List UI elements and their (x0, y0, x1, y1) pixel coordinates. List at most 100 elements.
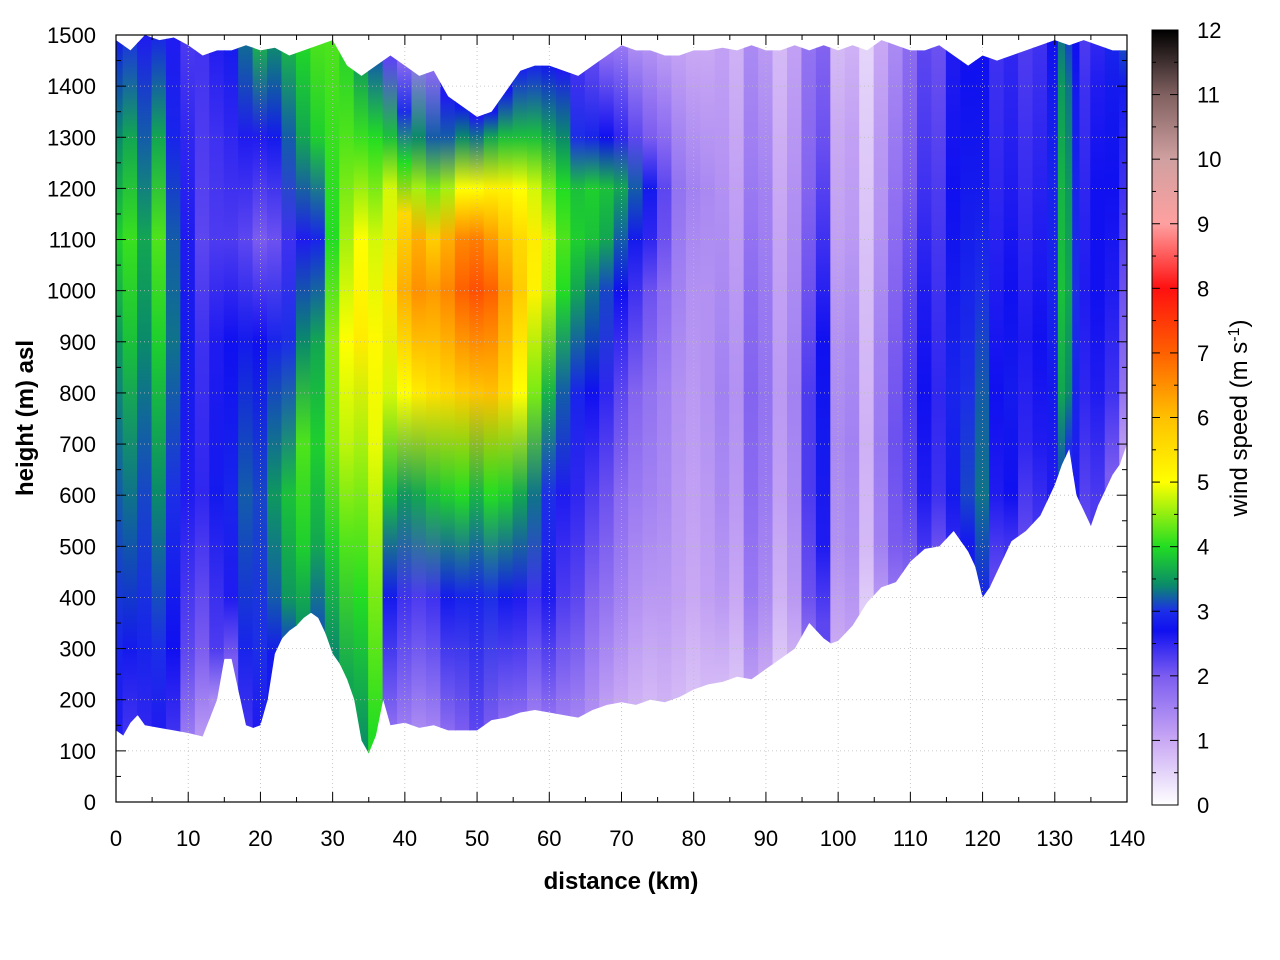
heatmap-column (1104, 35, 1121, 754)
heatmap-column (613, 35, 630, 754)
heatmap-column (382, 35, 399, 754)
heatmap-column (295, 35, 312, 754)
heatmap-column (945, 35, 962, 754)
heatmap-column (642, 35, 659, 754)
y-tick-label: 900 (59, 330, 96, 355)
y-tick-label: 1400 (47, 74, 96, 99)
x-tick-label: 40 (393, 826, 417, 851)
heatmap-column (758, 35, 774, 754)
heatmap-column (743, 35, 760, 754)
heatmap-column (815, 35, 832, 754)
x-tick-label: 70 (609, 826, 633, 851)
colorbar-tick-label: 9 (1197, 212, 1209, 237)
x-tick-label: 120 (964, 826, 1001, 851)
x-tick-label: 110 (893, 826, 928, 851)
plot-area (116, 35, 1127, 754)
heatmap-column (1079, 35, 1092, 754)
x-tick-label: 30 (320, 826, 344, 851)
heatmap-column (310, 35, 327, 754)
grid-lines (116, 35, 1127, 802)
x-axis: 0 10 20 30 40 50 60 70 80 90 100 110 120 130 140 (110, 35, 1145, 851)
heatmap-column (657, 35, 673, 754)
x-axis-title: distance (km) (544, 868, 699, 895)
heatmap-column (1046, 35, 1059, 754)
heatmap-column (116, 35, 124, 754)
heatmap-column (628, 35, 644, 754)
heatmap-column (252, 35, 269, 754)
colorbar-tick-label: 7 (1197, 341, 1209, 366)
x-tick-label: 140 (1109, 826, 1146, 851)
heatmap-column (786, 35, 803, 754)
heatmap-column (570, 35, 586, 754)
heatmap-column (425, 35, 442, 754)
colorbar-tick-label: 2 (1197, 664, 1209, 689)
colorbar-title: wind speed (m s-1) (1226, 320, 1254, 518)
heatmap-column (209, 35, 225, 754)
heatmap-column (1119, 35, 1127, 754)
heatmap-column (411, 35, 428, 754)
heatmap-column (223, 35, 240, 754)
colorbar-tick-label: 4 (1197, 535, 1209, 560)
y-tick-label: 800 (59, 381, 96, 406)
colorbar-tick-label: 5 (1197, 470, 1209, 495)
heatmap-column (830, 35, 846, 754)
y-tick-label: 1300 (47, 125, 96, 150)
heatmap-column (267, 35, 283, 754)
y-axis-title: height (m) asl (12, 340, 39, 496)
heatmap-column (527, 35, 543, 754)
x-tick-label: 90 (754, 826, 778, 851)
heatmap-column (353, 35, 370, 754)
y-tick-label: 1200 (47, 176, 96, 201)
heatmap-column (498, 35, 514, 754)
heatmap-column (989, 35, 1005, 754)
colorbar-tick-label: 0 (1197, 793, 1209, 818)
heatmap-column (859, 35, 875, 754)
heatmap-column (1072, 35, 1081, 754)
heatmap-column (194, 35, 211, 754)
y-tick-label: 1500 (47, 23, 96, 48)
heatmap-column (541, 35, 558, 754)
colorbar-tick-label: 10 (1197, 147, 1221, 172)
colorbar-tick-label: 6 (1197, 406, 1209, 431)
heatmap-column (1003, 35, 1020, 754)
x-tick-label: 10 (176, 826, 200, 851)
x-tick-label: 20 (248, 826, 272, 851)
heatmap-column (339, 35, 355, 754)
x-tick-label: 60 (537, 826, 561, 851)
colorbar-tick-label: 12 (1197, 18, 1221, 43)
heatmap-column (137, 35, 153, 754)
heatmap-column (1090, 35, 1106, 754)
heatmap-column (1065, 35, 1074, 754)
heatmap-column (931, 35, 948, 754)
x-tick-label: 50 (465, 826, 489, 851)
heatmap-column (916, 35, 933, 754)
heatmap-column (902, 35, 919, 754)
colorbar-tick-label: 1 (1197, 728, 1209, 753)
y-tick-label: 100 (59, 739, 96, 764)
heatmap-column (281, 35, 298, 754)
heatmap (116, 35, 1127, 754)
heatmap-column (397, 35, 413, 754)
heatmap-column (165, 35, 182, 754)
heatmap-column (873, 35, 890, 754)
heatmap-column (454, 35, 471, 754)
heatmap-column (469, 35, 485, 754)
heatmap-column (888, 35, 904, 754)
heatmap-column (180, 35, 197, 754)
heatmap-column (512, 35, 529, 754)
heatmap-column (974, 35, 991, 754)
y-tick-label: 500 (59, 534, 96, 559)
y-tick-label: 600 (59, 483, 96, 508)
heatmap-column (1032, 35, 1049, 754)
y-tick-label: 1000 (47, 279, 96, 304)
colorbar-tick-label: 3 (1197, 599, 1209, 624)
heatmap-column (324, 35, 341, 754)
colorbar-tick-label: 8 (1197, 276, 1209, 301)
heatmap-column (700, 35, 716, 754)
heatmap-column (960, 35, 976, 754)
heatmap-column (368, 35, 384, 754)
heatmap-column (599, 35, 615, 754)
y-tick-label: 400 (59, 585, 96, 610)
x-tick-label: 80 (681, 826, 705, 851)
